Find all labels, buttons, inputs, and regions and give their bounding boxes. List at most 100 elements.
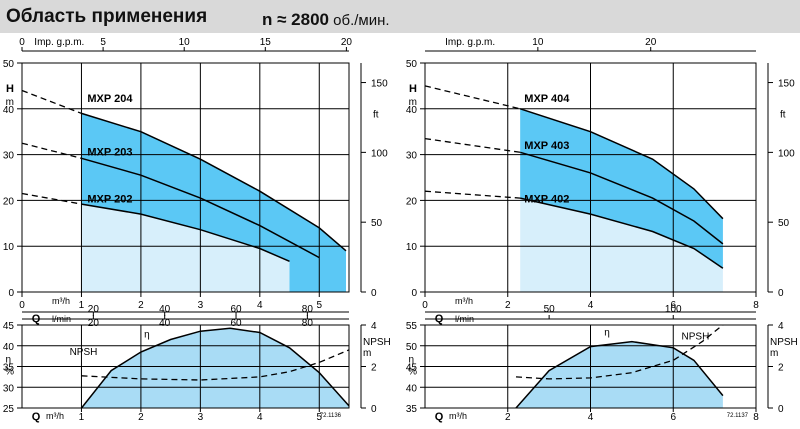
right-head-xtick-label: 2 [505,300,511,311]
right-efficiency-npsh-axis-label: NPSH [770,337,798,348]
left-efficiency-xtick-label: 4 [257,412,263,423]
left-head-gpm-tick-label: 20 [341,37,353,48]
left-efficiency-top-tick-label: 40 [159,304,171,315]
right-efficiency-npsh-tick-label: 0 [778,404,784,415]
left-head-gpm-tick-label: 0 [19,37,25,48]
right-efficiency-ytick-label: 35 [406,404,418,415]
right-efficiency-npsh-tick-label: 2 [778,363,784,374]
right-efficiency-top-tick-label: 50 [544,304,556,315]
right-efficiency-xunit: m³/h [449,411,467,421]
left-efficiency-npsh-label: NPSH [70,347,98,358]
left-efficiency-efficiency-curve [80,327,350,409]
left-head-ytick-label: 20 [3,196,15,207]
right-head-ytick-label: 0 [411,288,417,299]
left-head-gpm-tick-label: 10 [179,37,191,48]
left-efficiency-npsh-axis-unit: m [363,348,371,359]
left-head-curve [81,112,347,252]
right-efficiency-ylabel: η [408,354,414,365]
left-head-series-label: MXP 203 [87,147,132,159]
left-head-ft-tick-label: 150 [371,79,388,90]
left-efficiency-ytick-label: 25 [3,404,15,415]
left-head-ytick-label: 40 [3,105,15,116]
right-head-yunit: m [409,97,417,108]
right-efficiency-xtick-label: 6 [670,412,676,423]
left-head-xtick-label: 1 [79,300,85,311]
right-head-ytick-label: 40 [406,105,418,116]
left-efficiency-npsh-tick-label: 4 [371,321,377,332]
left-head-series-label: MXP 204 [87,93,133,105]
left-head-ylabel: H [6,83,14,95]
page-title: Область применения [6,6,208,27]
right-head-ft-tick-label: 150 [778,79,795,90]
right-head-xtick-label: 6 [670,300,676,311]
left-efficiency-top-tick-label: 80 [302,304,314,315]
right-efficiency-ytick-label: 55 [406,321,418,332]
left-head-xtick-label: 4 [257,300,263,311]
right-efficiency-ytick-label: 50 [406,342,418,353]
right-head-series-label: MXP 404 [524,93,570,105]
right-head-dashed-curve [424,85,521,110]
right-head-xunit-top: m³/h [455,296,473,306]
right-head-ylabel: H [409,83,417,95]
left-efficiency-top-tick-label: 60 [230,304,242,315]
left-head-ytick-label: 0 [8,288,14,299]
right-head-ytick-label: 20 [406,196,418,207]
left-head-ft-tick-label: 100 [371,148,388,159]
left-efficiency-figure-code: 72.1136 [320,413,342,419]
left-head-ytick-label: 10 [3,242,15,253]
left-efficiency-xunit: m³/h [46,411,64,421]
left-head-lmin-tick-label: 60 [230,318,242,329]
left-head-dashed-curve [21,192,82,205]
left-efficiency-xtick-label: 2 [138,412,144,423]
left-efficiency-efficiency-area [81,328,349,408]
right-head-ytick-label: 10 [406,242,418,253]
right-efficiency-top-tick-label: 100 [665,304,682,315]
left-efficiency-ytick-label: 35 [3,363,15,374]
left-efficiency-xtick-label: 3 [198,412,204,423]
right-head-ft-tick-label: 50 [778,218,790,229]
left-head-gpm-label: Imp. g.p.m. [34,37,84,48]
left-head-series-label: MXP 202 [87,194,132,206]
left-head-dashed-curve [21,142,82,159]
left-head-xtick-label: 0 [19,300,25,311]
header-bar: Область применения n ≈ 2800 об./мин. [0,0,800,33]
right-head-curve [519,151,724,245]
left-head-ytick-label: 50 [3,59,15,70]
left-efficiency-xtick-label: 5 [316,412,322,423]
right-head-curve [520,197,724,269]
left-efficiency-ytick-label: 40 [3,342,15,353]
right-efficiency-npsh-axis-unit: m [770,348,778,359]
left-efficiency-ytick-label: 30 [3,383,15,394]
left-head-envelope-band [81,113,346,293]
right-efficiency-ytick-label: 40 [406,383,418,394]
right-head-xtick-label: 4 [588,300,594,311]
right-efficiency-npsh-label: NPSH [682,332,710,343]
speed-value: n ≈ 2800 [262,10,329,29]
left-head-ft-tick-label: 0 [371,288,377,299]
right-head-ytick-label: 50 [406,59,418,70]
left-head-yunit: m [6,97,14,108]
left-head-xtick-label: 3 [198,300,204,311]
right-efficiency-figure-code: 72.1137 [727,413,749,419]
left-efficiency-xtick-label: 1 [79,412,85,423]
left-head-curve [81,203,290,262]
left-head-xunit-top: m³/h [52,296,70,306]
right-head-gpm-label: Imp. g.p.m. [445,37,495,48]
right-efficiency-ytick-label: 45 [406,363,418,374]
left-head-ytick-label: 30 [3,151,15,162]
right-head-xtick-label: 8 [753,300,759,311]
right-head-gpm-tick-label: 20 [645,37,657,48]
right-efficiency-xtick-label: 8 [753,412,759,423]
right-head-ft-tick-label: 0 [778,288,784,299]
right-head-ytick-label: 30 [406,151,418,162]
speed-unit: об./мин. [333,12,390,29]
left-head-frame [21,62,350,293]
right-head-dashed-curve [424,137,521,153]
left-efficiency-yunit: % [5,366,14,377]
left-head-lmin-tick-label: 20 [88,318,100,329]
left-efficiency-ytick-label: 45 [3,321,15,332]
left-head-lmin-tick-label: 40 [159,318,171,329]
